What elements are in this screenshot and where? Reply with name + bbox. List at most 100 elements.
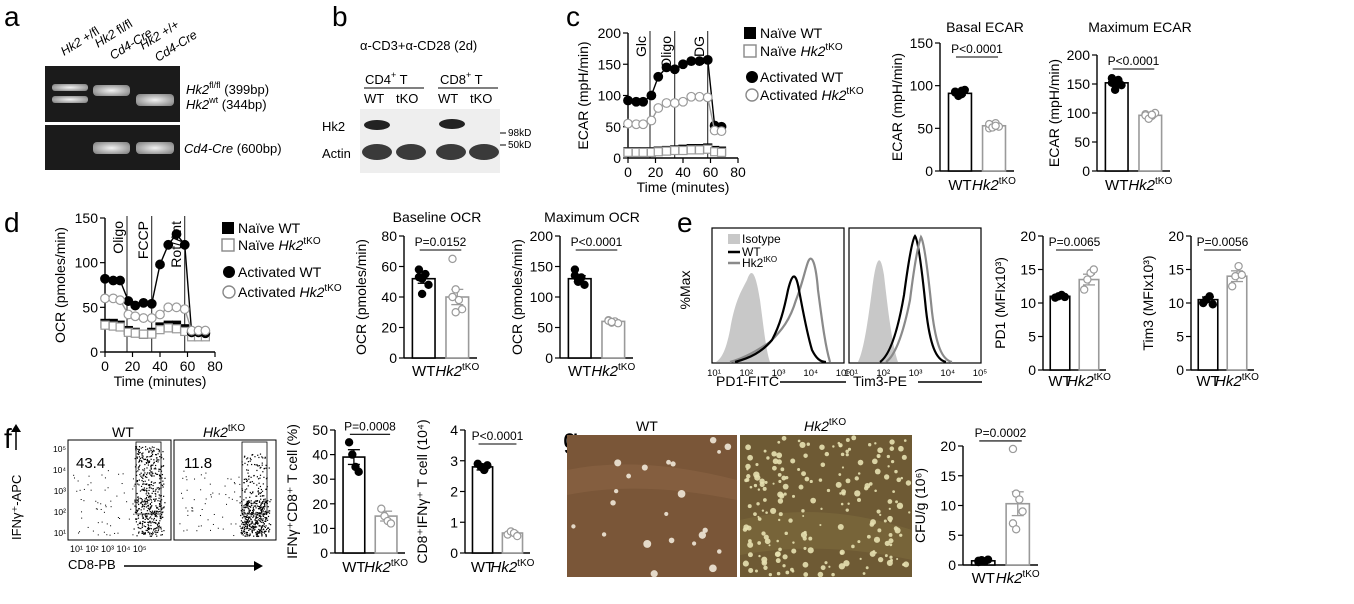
e_tim3-xtick-label: Hk2tKO [1215,372,1259,390]
facs-event [264,500,266,502]
c_max_ecar-ytick-label: 50 [1074,134,1090,150]
facs-event [151,464,153,466]
panel-letter-f: f [4,423,12,454]
facs-event [259,507,261,509]
facs-event [155,488,157,491]
facs-event [158,482,161,484]
e_tim3-point [1205,292,1214,301]
facs-event [260,502,262,504]
d_ocr_time-xtick-label: 40 [152,358,168,374]
facs-event [145,529,147,532]
facs-event [150,535,153,537]
tissue-colony [772,458,779,465]
tissue-colony [903,439,907,442]
facs-event [260,491,262,494]
facs-event [266,517,268,520]
facs-event [263,506,265,508]
c_max_ecar-ylabel: ECAR (mpH/min) [1046,59,1062,167]
facs-event [259,492,261,495]
tissue-colony [862,572,866,575]
chart-c-basal-ecar: 0 50 100 150 WT Hk2tKO P<0.0001 Basal ECAR ECAR … [889,19,1024,194]
hist-xtick-label: 10⁵ [836,368,851,379]
facs-event [265,535,267,538]
facs-event [151,501,153,503]
tissue-colony [757,541,762,545]
facs-event [149,498,151,500]
tissue-colony [698,531,707,539]
hist-xtick-label: 10⁴ [940,368,955,379]
tissue-colony [761,560,768,566]
tissue-colony [839,492,842,495]
facs-event [164,477,166,479]
facs-event [142,457,144,459]
facs-event [259,485,262,488]
facs-event [242,509,244,511]
facs-event [268,512,271,514]
facs-event [255,502,257,505]
d_max_ocr-bar [567,277,592,359]
hist-pd1-isotype [716,272,770,362]
tissue-colony [820,565,826,571]
facs-event [246,516,248,518]
tissue-colony [790,458,796,464]
facs-event [262,531,264,534]
facs-event [142,532,145,534]
tissue-colony [668,537,675,544]
tissue-colony [749,485,753,489]
facs-event [247,507,249,509]
facs-xaxis-arrowhead [254,561,263,571]
tissue-colony [772,482,775,485]
facs-event [159,475,162,477]
c_ecar_time-point [694,145,705,155]
facs-event [147,512,149,515]
tissue-colony [888,538,894,544]
facs-event [261,462,263,464]
facs-event [138,453,140,456]
tissue-colony [785,475,789,480]
facs-event [139,464,141,466]
facs-event [157,487,159,489]
facs-event [263,503,266,505]
facs-event [158,525,160,527]
hist-xtick-label: 10⁵ [973,368,988,379]
facs-event [243,515,245,517]
facs-event [261,456,263,458]
f_pct-ytick-label: 30 [312,471,328,487]
facs-event [157,526,159,528]
tissue-colony [803,572,809,577]
facs-event [257,511,259,514]
facs-event [260,527,263,529]
facs-event [264,506,266,508]
tissue-colony [887,465,890,468]
e_pd1-point [1060,292,1070,302]
facs-event [158,526,160,528]
facs-event [138,479,140,481]
tissue-colony [832,445,835,448]
f_pct-xtick-label: Hk2tKO [364,558,408,576]
e_pd1-ytick-label: 5 [1028,329,1036,345]
g_cfu-ytick-label: 10 [940,498,956,514]
facs-event [156,473,159,476]
facs-event [141,460,143,462]
facs-event [182,497,184,499]
facs-event [148,528,150,530]
e_tim3-point [1237,270,1246,280]
facs-event [257,493,260,495]
facs-event [260,526,263,529]
facs-event [157,511,159,513]
facs-event [141,453,143,455]
facs-event [261,534,263,536]
d_ocr_time-ytick-label: 0 [90,344,98,360]
facs-event [142,488,144,490]
facs-event [209,483,211,485]
facs-event [137,496,139,498]
facs-event [134,501,136,503]
facs-event [255,495,257,497]
facs-event [252,508,254,510]
facs-event [149,506,151,508]
d_baseline_ocr-ytick-label: 60 [381,259,397,275]
tissue-colony [753,512,757,516]
facs-event [137,450,140,453]
c_ecar_time-ytick-label: 0 [613,150,621,166]
c_max_ecar-ytick-label: 150 [1067,76,1091,92]
